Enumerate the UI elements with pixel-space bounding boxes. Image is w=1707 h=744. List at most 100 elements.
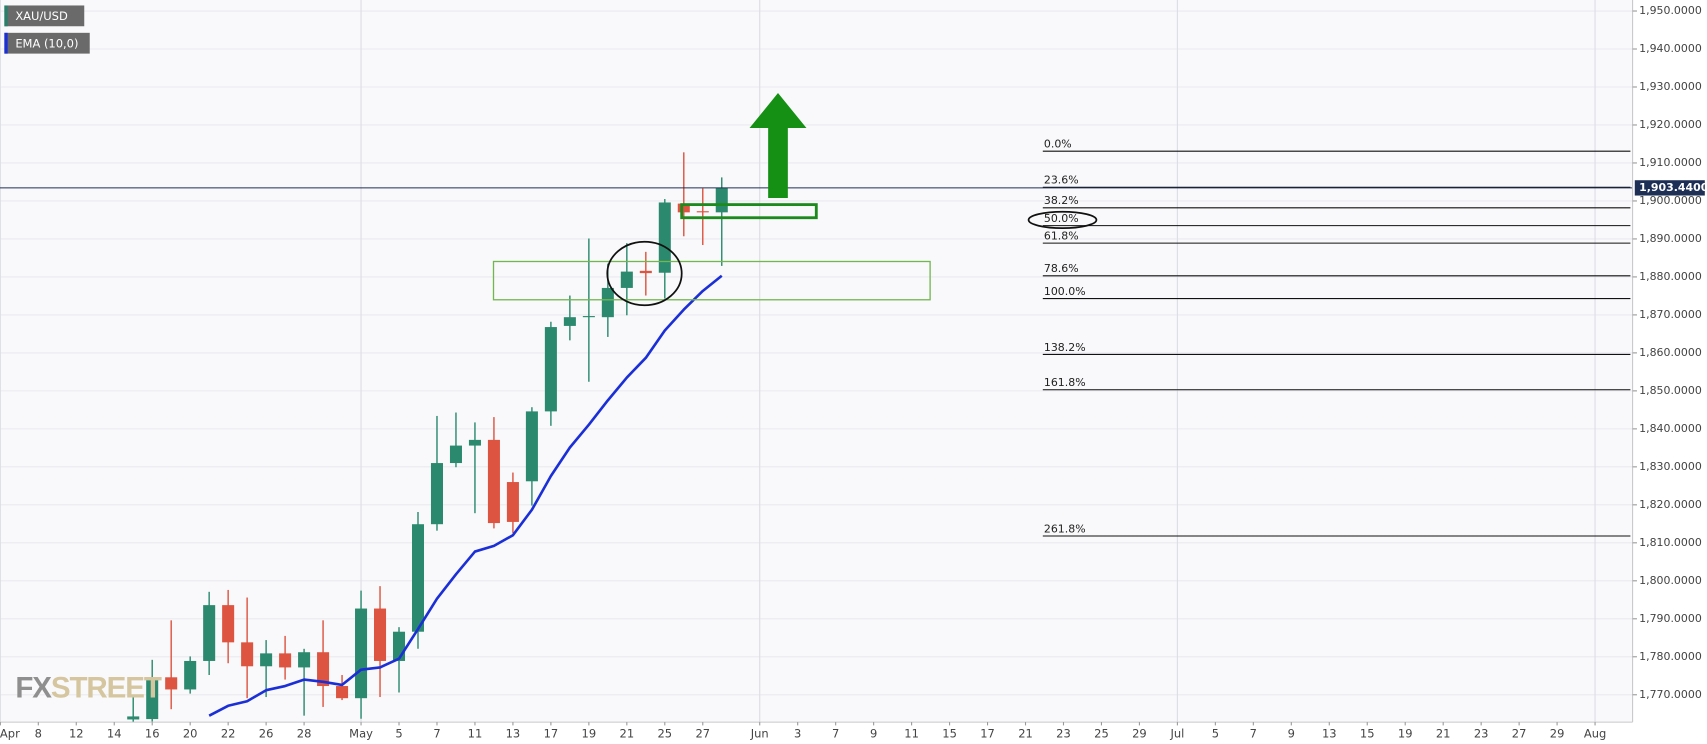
x-tick-label: 5 [395,727,402,741]
marks: 0.0% 23.6% 38.2% 50.0% 61.8% 78.6% 100.0% 138.2… [0,138,1633,723]
candle-body [355,608,368,699]
y-tick-label: 1,780.0000 [1639,650,1702,663]
x-tick-label: 15 [942,727,957,741]
y-tick-label: 1,940.0000 [1639,42,1702,55]
x-tick-label: 25 [1094,727,1109,741]
y-tick-label: 1,830.0000 [1639,460,1702,473]
candle-body [544,327,557,412]
y-tick-label: 1,870.0000 [1639,308,1702,321]
target-box [680,203,818,220]
fib-label: 0.0% [1044,138,1072,151]
y-tick-label: 1,880.0000 [1639,270,1702,283]
last-price-label: 1,903.4400 [1639,181,1707,194]
last-price-box [1634,180,1705,196]
x-tick-label: 7 [433,727,440,741]
candle-body [336,686,349,699]
fib-label: 100.0% [1044,285,1086,298]
legend-swatch [4,32,8,54]
y-tick-label: 1,890.0000 [1639,232,1702,245]
x-tick-label: 7 [832,727,839,741]
candle-body [279,653,292,668]
candle-body [658,202,671,273]
fib-label: 50.0% [1044,212,1079,225]
watermark-fx: FX [15,671,52,704]
x-tick-label: 28 [297,727,312,741]
grid [0,0,1633,723]
x-tick-label: 11 [468,727,483,741]
candle-body [374,608,387,661]
candle-body [715,187,728,213]
candle-body [620,271,633,288]
legend: XAU/USD EMA (10,0) [4,5,90,54]
candle-body [601,287,614,318]
x-tick-label: 9 [870,727,877,741]
candle-body [696,211,709,213]
x-tick-label: 7 [1250,727,1257,741]
candle-body [506,482,519,522]
candle-body [203,605,216,661]
candle-body [241,642,254,667]
x-tick-label: 21 [1436,727,1451,741]
zone-box [492,260,931,301]
x-tick-label: 22 [221,727,236,741]
y-tick-label: 1,790.0000 [1639,612,1702,625]
x-tick-label: 15 [1360,727,1375,741]
plot-background [0,0,1633,722]
y-tick-label: 1,840.0000 [1639,422,1702,435]
y-tick-label: 1,950.0000 [1639,4,1702,17]
x-tick-label: Apr [0,727,20,741]
fib-label: 38.2% [1044,194,1079,207]
candle-body [411,524,425,632]
candle-body [677,203,690,213]
x-tick-label: 17 [980,727,995,741]
candle-body [222,605,235,643]
candle-body [165,677,178,690]
candle-body [639,270,652,274]
x-tick-label: 29 [1132,727,1147,741]
fib-label: 78.6% [1044,262,1079,275]
y-axis-background [1632,0,1707,744]
circle-mark [606,240,683,307]
candle-body [184,660,197,690]
fib-label: 61.8% [1044,230,1079,243]
x-tick-label: 27 [1512,727,1527,741]
x-tick-label: 21 [620,727,635,741]
candle-body [146,677,159,720]
fib-label: 138.2% [1044,341,1086,354]
candle-body [582,316,595,318]
candle-body [298,652,311,668]
candle-body [449,445,462,464]
x-tick-label: 5 [1212,727,1219,741]
candle-body [430,463,443,525]
y-tick-label: 1,810.0000 [1639,536,1702,549]
candle-body [468,439,481,446]
up-arrow [749,93,807,199]
x-tick-label: 17 [544,727,559,741]
ema-line [208,274,723,717]
x-axis-background [0,722,1633,744]
x-tick-label: 16 [145,727,160,741]
fib-label: 23.6% [1044,174,1079,187]
x-tick-label: 19 [582,727,597,741]
x-tick-label: Jul [1169,727,1184,741]
x-tick-label: 29 [1550,727,1565,741]
y-tick-label: 1,920.0000 [1639,118,1702,131]
candle-body [487,439,500,524]
y-tick-label: 1,770.0000 [1639,688,1702,701]
x-tick-label: 13 [1322,727,1337,741]
x-tick-label: 3 [794,727,801,741]
legend-label: EMA (10,0) [15,36,78,50]
y-tick-label: 1,820.0000 [1639,498,1702,511]
x-tick-label: 8 [35,727,42,741]
legend-box [4,5,85,27]
x-tick-label: 21 [1018,727,1033,741]
x-tick-label: Aug [1584,727,1606,741]
x-tick-label: 23 [1056,727,1071,741]
legend-box [4,32,90,54]
x-tick-label: May [349,727,373,741]
y-tick-label: 1,860.0000 [1639,346,1702,359]
axes: 1,770.0000 1,780.0000 1,790.0000 1,800.0000… [0,4,1707,741]
x-tick-label: 12 [69,727,84,741]
y-tick-label: 1,910.0000 [1639,156,1702,169]
